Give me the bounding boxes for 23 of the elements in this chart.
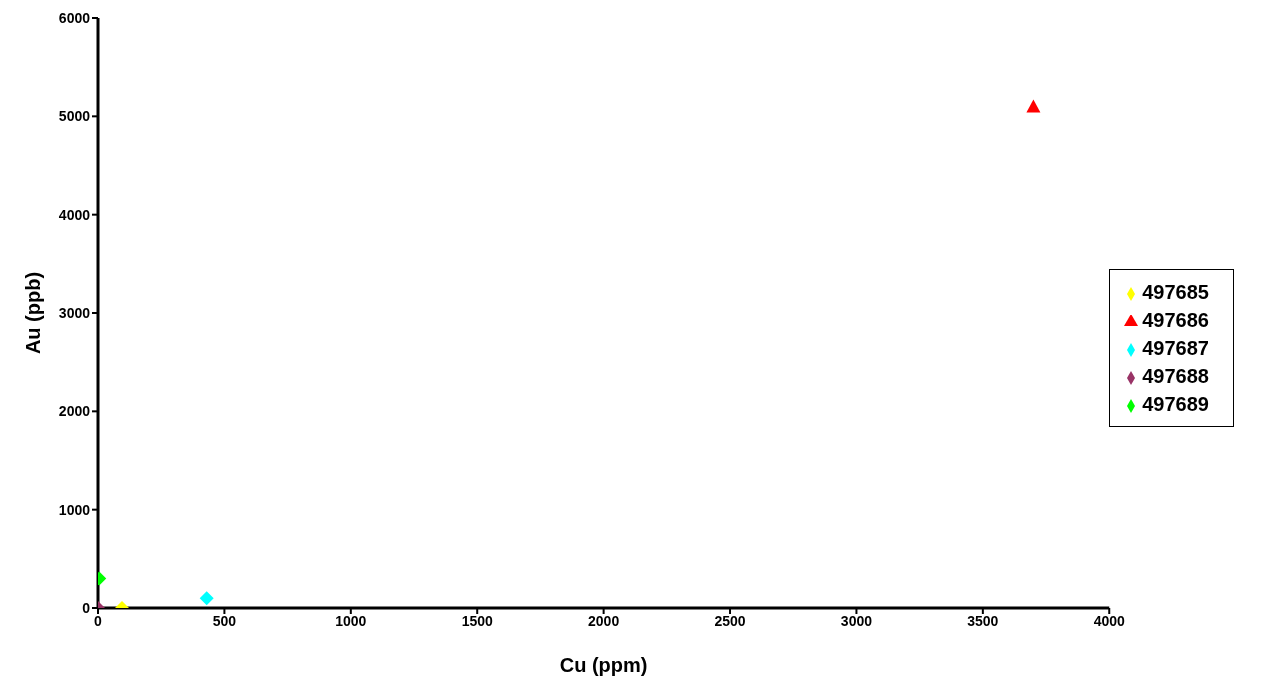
x-tick-label: 500 — [212, 612, 237, 629]
legend-label: 497689 — [1142, 393, 1209, 415]
x-tick-label: 3000 — [840, 612, 873, 629]
y-tick-label: 0 — [82, 599, 91, 616]
y-tick-label: 6000 — [58, 9, 91, 26]
legend-label: 497688 — [1142, 365, 1209, 387]
x-tick-label: 4000 — [1093, 612, 1126, 629]
x-tick-label: 2500 — [714, 612, 746, 629]
x-tick-label: 1500 — [461, 612, 493, 629]
y-tick-label: 5000 — [58, 108, 91, 125]
y-tick-label: 3000 — [58, 304, 91, 321]
y-tick-label: 4000 — [58, 206, 91, 223]
x-tick-label: 0 — [94, 612, 103, 629]
y-tick-label: 1000 — [58, 501, 91, 518]
x-tick-label: 2000 — [588, 612, 620, 629]
x-tick-label: 1000 — [335, 612, 367, 629]
y-axis-title: Au (ppb) — [22, 271, 45, 355]
x-axis-title: Cu (ppm) — [559, 654, 648, 677]
legend-label: 497685 — [1142, 281, 1209, 303]
y-tick-label: 2000 — [58, 403, 91, 420]
legend-label: 497687 — [1142, 337, 1209, 359]
x-tick-label: 3500 — [967, 612, 999, 629]
legend-label: 497686 — [1142, 309, 1209, 331]
